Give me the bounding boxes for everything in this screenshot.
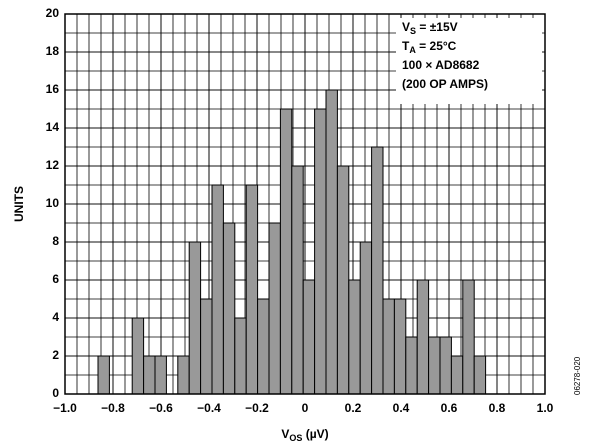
bar	[154, 355, 167, 395]
figure-code: 06278-020	[573, 356, 582, 395]
bar	[200, 298, 213, 395]
x-tick-label: 0.8	[489, 401, 506, 415]
annotation-sub: S	[410, 26, 416, 36]
plot-frame	[64, 13, 546, 395]
x-axis-title-main: V	[281, 427, 289, 441]
x-axis-title-rest: (µV)	[302, 427, 328, 441]
annotation-main: T	[402, 39, 410, 53]
x-tick-label: 0	[302, 401, 309, 415]
y-tick-label: 18	[46, 44, 60, 58]
bar	[268, 222, 281, 395]
bar	[291, 165, 304, 395]
x-tick-label: −1.0	[53, 401, 77, 415]
bar	[359, 241, 373, 395]
annotation: TA = 25°C	[402, 39, 457, 55]
x-tick-label: 0.2	[345, 401, 362, 415]
legend-box	[396, 18, 542, 104]
x-axis-title: VOS (µV)	[281, 427, 328, 443]
bar	[462, 279, 475, 395]
bar	[302, 279, 316, 395]
x-tick-label: 1.0	[537, 401, 554, 415]
y-tick-label: 12	[46, 158, 60, 172]
annotation-main: V	[402, 20, 410, 34]
x-tick-label: 0.6	[441, 401, 458, 415]
bar	[348, 279, 361, 395]
bar	[416, 279, 430, 395]
y-tick-label: 16	[46, 82, 60, 96]
bar	[371, 146, 384, 395]
bar	[234, 317, 247, 395]
y-tick-label: 4	[52, 310, 59, 324]
y-tick-label: 8	[52, 234, 59, 248]
bar	[143, 355, 156, 395]
x-tick-label: −0.2	[245, 401, 269, 415]
y-tick-label: 6	[52, 272, 59, 286]
bar	[131, 317, 145, 395]
bar	[325, 89, 338, 395]
bar	[222, 222, 236, 395]
y-tick-label: 2	[52, 348, 59, 362]
y-tick-label: 10	[46, 196, 60, 210]
y-tick-label: 20	[46, 6, 60, 20]
x-tick-label: 0.4	[393, 401, 410, 415]
bar	[279, 108, 293, 395]
y-tick-label: 0	[52, 386, 59, 400]
annotation-rest: = ±15V	[416, 20, 458, 34]
annotation-rest: = 25°C	[416, 39, 457, 53]
bar	[188, 241, 202, 395]
bar	[439, 336, 452, 395]
bar	[177, 355, 190, 395]
bar	[393, 298, 407, 395]
annotation-main: 100 × AD8682	[402, 58, 480, 72]
bar	[473, 355, 487, 395]
bar	[382, 298, 395, 395]
annotation-main: (200 OP AMPS)	[402, 77, 488, 91]
x-tick-label: −0.4	[197, 401, 221, 415]
bar	[245, 184, 259, 395]
annotation-sub: A	[409, 45, 416, 55]
y-tick-label: 14	[46, 120, 60, 134]
x-tick-label: −0.6	[149, 401, 173, 415]
bar	[97, 355, 110, 395]
annotation: (200 OP AMPS)	[402, 77, 488, 91]
bar	[211, 184, 224, 395]
annotation: VS = ±15V	[402, 20, 458, 36]
bar	[257, 298, 270, 395]
bar	[405, 336, 418, 395]
bar	[314, 108, 327, 395]
x-axis-title-sub: OS	[289, 433, 302, 443]
x-tick-label: −0.8	[101, 401, 125, 415]
bar	[336, 165, 350, 395]
bar	[428, 336, 441, 395]
annotation: 100 × AD8682	[402, 58, 480, 72]
y-axis-title: UNITS	[12, 186, 26, 222]
bar	[450, 355, 464, 395]
